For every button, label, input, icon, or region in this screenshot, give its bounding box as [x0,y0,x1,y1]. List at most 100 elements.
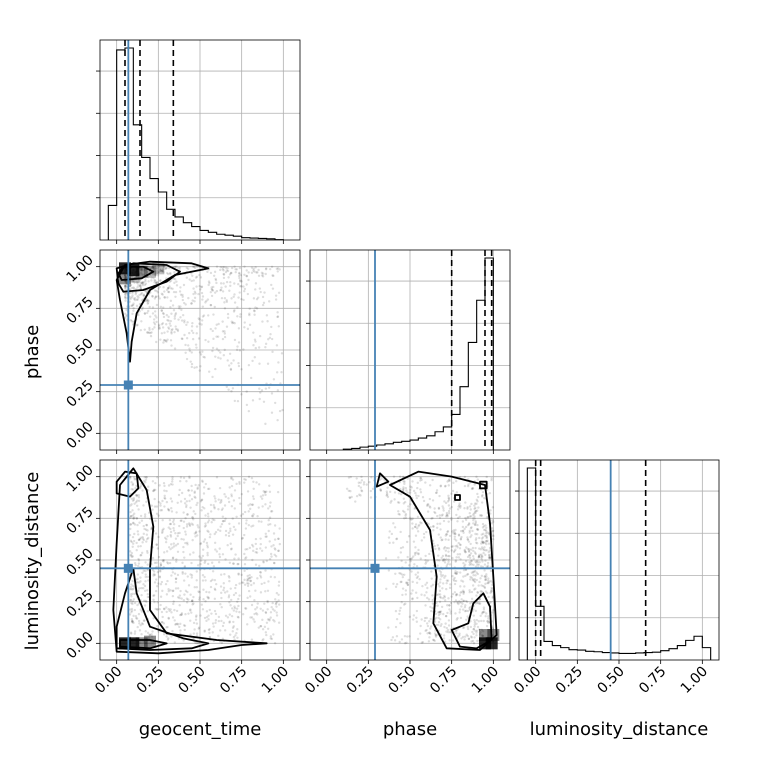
sample-point [186,543,189,546]
sample-point [173,608,176,612]
sample-point [168,280,172,283]
sample-point [247,409,251,413]
sample-point [402,480,405,483]
sample-point [189,360,192,363]
sample-point [446,579,450,582]
sample-point [222,586,226,590]
sample-point [161,322,165,325]
sample-point [481,611,485,614]
sample-point [439,485,442,488]
y-tick-label: 0.00 [63,419,96,452]
sample-point [469,575,472,579]
sample-point [241,536,244,540]
sample-point [443,561,447,564]
sample-point [194,292,197,295]
sample-point [129,598,133,601]
sample-point [145,540,148,543]
sample-point [481,634,484,638]
sample-point [196,564,200,567]
sample-point [142,640,145,643]
sample-point [395,634,399,638]
sample-point [259,576,263,579]
sample-point [432,525,435,529]
sample-point [473,504,476,507]
sample-point [130,551,133,555]
sample-point [257,483,261,486]
sample-point [166,561,169,564]
sample-point [137,296,140,299]
sample-point [261,505,264,508]
sample-point [474,506,477,510]
sample-point [401,509,405,513]
sample-point [235,268,239,271]
sample-point [239,284,242,288]
sample-point [403,500,407,504]
sample-point [222,621,226,625]
sample-point [136,564,140,568]
sample-point [157,555,161,559]
sample-point [368,480,371,484]
y-axis-label-phase: phase [22,325,43,379]
sample-point [239,514,243,517]
sample-point [142,599,146,603]
sample-point [274,555,278,558]
sample-point [195,346,198,349]
contour-line [450,592,493,650]
sample-point [199,542,203,545]
sample-point [180,613,183,616]
sample-point [445,564,449,567]
sample-point [462,599,466,603]
sample-point [451,639,455,642]
sample-point [198,596,201,599]
sample-point [426,586,429,590]
sample-point [446,611,449,615]
sample-point [132,587,135,590]
sample-point [160,309,164,312]
sample-point [197,484,200,487]
sample-point [145,331,149,334]
sample-point [264,490,267,494]
sample-point [447,497,451,500]
sample-point [223,493,226,496]
sample-point [243,563,247,566]
sample-point [264,268,268,271]
sample-point [468,505,472,508]
sample-point [417,494,420,498]
sample-point [481,634,485,638]
sample-point [414,491,417,495]
sample-point [247,582,250,585]
sample-point [153,581,157,584]
sample-point [442,634,446,637]
sample-point [199,365,202,368]
sample-point [248,576,251,580]
sample-point [485,549,488,552]
sample-point [443,576,446,579]
sample-point [415,616,418,619]
sample-point [483,569,486,572]
sample-point [237,572,240,575]
sample-point [225,280,229,284]
sample-point [276,418,279,422]
sample-point [415,620,419,623]
sample-point [461,520,465,523]
sample-point [222,273,226,276]
sample-point [277,291,281,294]
sample-point [481,541,485,545]
sample-point [397,556,400,559]
sample-point [362,483,366,486]
sample-point [140,320,143,323]
sample-point [153,289,157,292]
sample-point [162,265,166,268]
sample-point [395,537,398,541]
sample-point [152,598,155,601]
sample-point [199,562,202,566]
sample-point [150,276,153,279]
sample-point [221,519,225,523]
sample-point [401,575,405,579]
sample-point [174,544,178,547]
sample-point [132,279,135,283]
sample-point [420,539,423,542]
sample-point [131,291,135,294]
sample-point [196,486,199,489]
sample-point [157,630,160,633]
